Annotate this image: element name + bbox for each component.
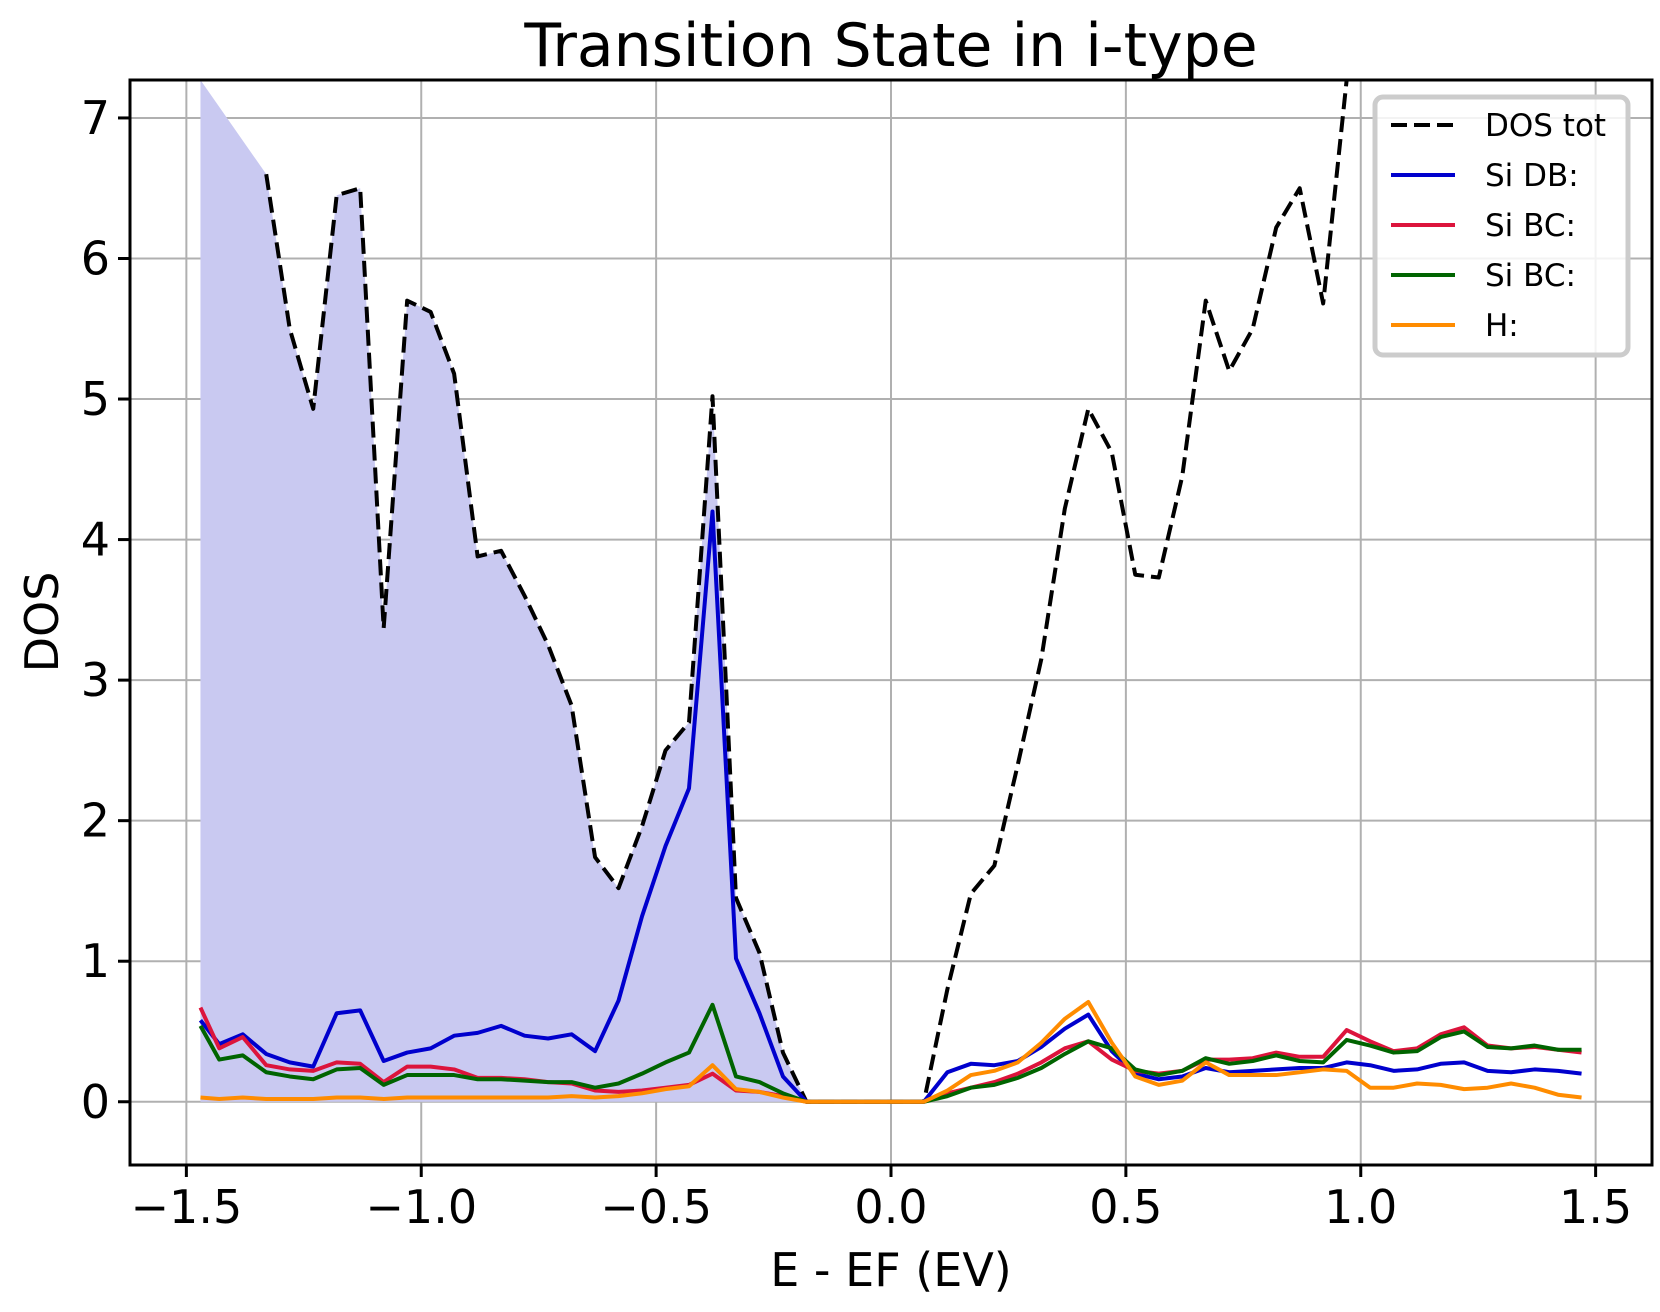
y-tick-label-7: 7	[81, 91, 110, 145]
x-axis-label: E - EF (EV)	[770, 1243, 1011, 1297]
x-tick-label-2: −0.5	[600, 1180, 712, 1234]
fill-layer	[200, 80, 807, 1102]
x-tick-label-3: 0.0	[854, 1180, 927, 1234]
y-tick-label-1: 1	[81, 934, 110, 988]
y-axis: 0 1 2 3 4 5 6 7	[81, 91, 130, 1129]
x-tick-label-0: −1.5	[131, 1180, 243, 1234]
series-line-4	[200, 999, 1582, 1104]
occupied-states-fill	[200, 80, 807, 1102]
y-tick-label-4: 4	[81, 513, 110, 567]
y-tick-label-0: 0	[81, 1075, 110, 1129]
legend-label-4: H:	[1485, 308, 1519, 344]
y-tick-label-6: 6	[81, 231, 110, 285]
y-tick-label-3: 3	[81, 653, 110, 707]
chart-title: Transition State in i-type	[523, 11, 1257, 81]
x-tick-label-1: −1.0	[365, 1180, 477, 1234]
x-tick-label-4: 0.5	[1089, 1180, 1162, 1234]
x-axis: −1.5 −1.0 −0.5 0.0 0.5 1.0 1.5	[131, 1165, 1632, 1234]
y-axis-label: DOS	[15, 572, 69, 673]
legend-label-2: Si BC:	[1485, 208, 1576, 244]
x-tick-label-6: 1.5	[1559, 1180, 1632, 1234]
series-layer	[198, 80, 1582, 1104]
y-tick-label-2: 2	[81, 794, 110, 848]
y-tick-label-5: 5	[81, 372, 110, 426]
legend-label-0: DOS tot	[1485, 108, 1606, 144]
legend-box	[1372, 94, 1631, 358]
legend-label-1: Si DB:	[1485, 158, 1579, 194]
legend-label-3: Si BC:	[1485, 258, 1576, 294]
legend: DOS tot Si DB: Si BC: Si BC: H:	[1372, 94, 1631, 358]
x-tick-label-5: 1.0	[1324, 1180, 1397, 1234]
